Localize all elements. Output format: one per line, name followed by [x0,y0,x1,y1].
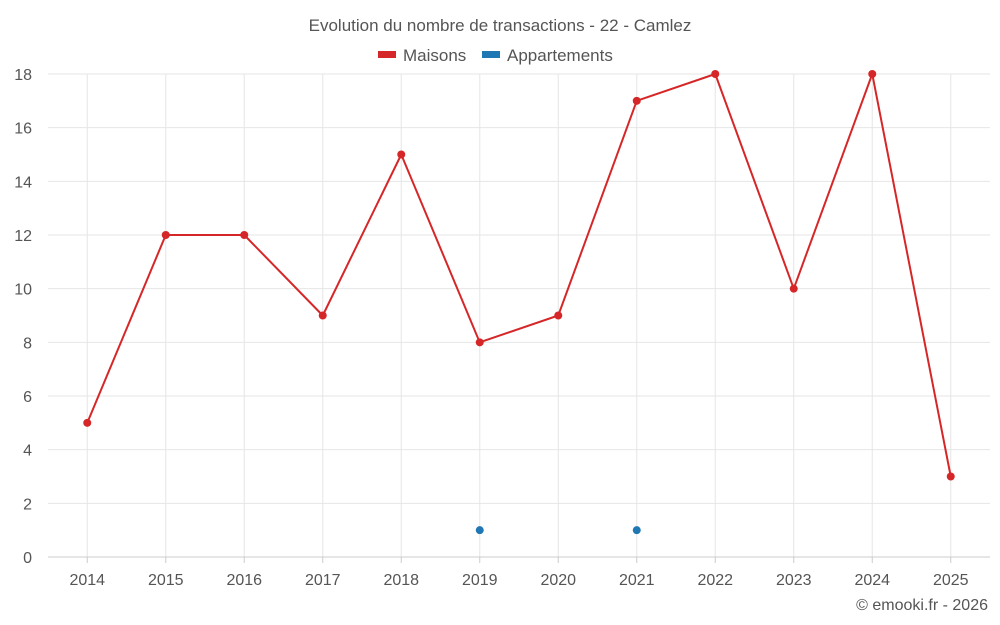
x-tick-label: 2020 [540,572,576,589]
x-tick-label: 2018 [383,572,419,589]
data-point-maisons[interactable] [240,231,249,239]
legend-swatch-maisons [378,51,396,58]
series-maisons [83,70,955,481]
data-point-maisons[interactable] [554,311,563,320]
legend-label-maisons: Maisons [403,46,466,65]
chart-title: Evolution du nombre de transactions - 22… [309,16,692,35]
data-point-maisons[interactable] [397,150,406,159]
data-point-maisons[interactable] [868,70,877,78]
x-tick-label: 2014 [69,572,105,589]
x-tick-label: 2024 [854,572,890,589]
legend-item-maisons[interactable]: Maisons [378,46,466,65]
y-tick-label: 10 [14,282,32,299]
y-tick-label: 0 [23,550,32,567]
data-point-maisons[interactable] [475,338,484,347]
y-tick-label: 6 [23,389,32,406]
data-point-appartements[interactable] [475,526,484,535]
data-point-maisons[interactable] [318,311,327,320]
series [83,70,955,535]
x-tick-label: 2022 [697,572,733,589]
x-tick-label: 2019 [462,572,498,589]
legend-label-appartements: Appartements [507,46,613,65]
x-tick-label: 2025 [933,572,969,589]
series-line-maisons [86,73,952,477]
legend-swatch-appartements [482,51,500,58]
data-point-maisons[interactable] [789,284,798,293]
data-point-maisons[interactable] [161,231,170,239]
y-tick-label: 8 [23,335,32,352]
series-appartements [475,526,641,535]
x-tick-label: 2015 [148,572,184,589]
x-tick-label: 2023 [776,572,812,589]
y-tick-label: 16 [14,121,32,138]
data-point-appartements[interactable] [632,526,641,535]
y-tick-label: 2 [23,496,32,513]
data-point-maisons[interactable] [632,96,641,105]
credit-text: © emooki.fr - 2026 [856,597,988,614]
y-tick-label: 18 [14,67,32,84]
y-tick-label: 4 [23,443,32,460]
x-tick-label: 2016 [226,572,262,589]
legend: Maisons Appartements [378,46,613,65]
data-point-maisons[interactable] [711,70,720,78]
y-tick-label: 14 [14,174,32,191]
x-tick-label: 2017 [305,572,341,589]
y-tick-label: 12 [14,228,32,245]
legend-item-appartements[interactable]: Appartements [482,46,613,65]
x-tick-label: 2021 [619,572,655,589]
axes: 0 2 4 6 8 10 12 14 16 18 2014 2015 2016 2017 2018 2019 2… [14,67,990,589]
data-point-maisons[interactable] [83,418,92,427]
data-point-maisons[interactable] [946,472,955,481]
grid [48,73,990,558]
